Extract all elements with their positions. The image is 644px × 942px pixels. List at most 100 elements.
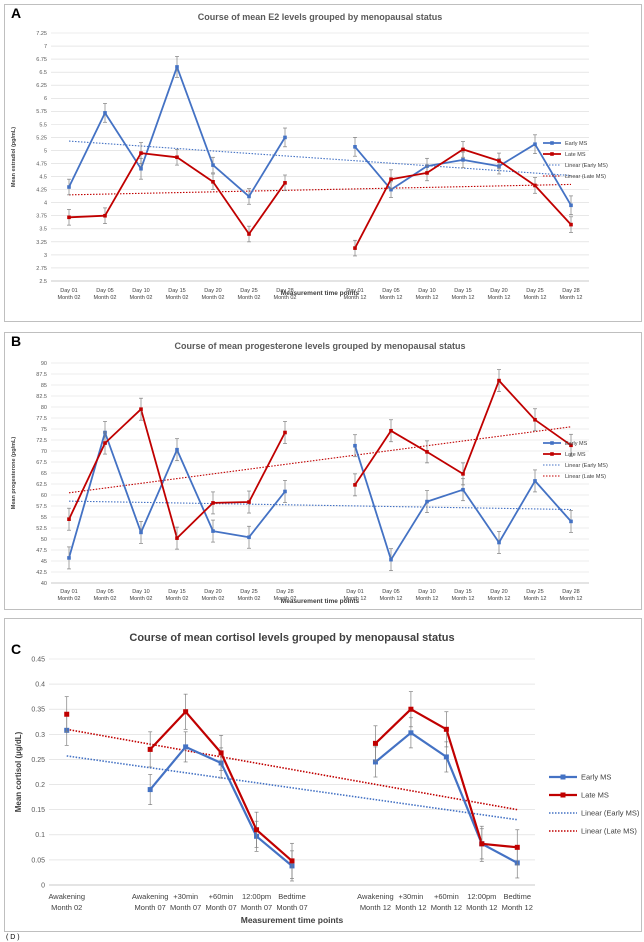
footer-fragment: ( D ) — [6, 934, 20, 941]
legend-late-ms: Late MS — [565, 452, 586, 458]
late-ms-point — [183, 709, 189, 715]
x-tick-label: Day 15 — [168, 589, 185, 595]
early-ms-point — [211, 163, 215, 167]
early-ms-point — [533, 479, 537, 483]
late-ms-point — [211, 501, 215, 505]
x-tick-label: Day 05 — [96, 589, 113, 595]
panel-c-label: C — [11, 641, 22, 657]
late-ms-point — [283, 430, 287, 435]
y-tick-label: 0.45 — [31, 656, 45, 663]
y-tick-label: 2.5 — [39, 279, 47, 285]
y-tick-label: 0.25 — [31, 757, 45, 764]
late-ms-point — [147, 746, 153, 752]
legend-late-ms: Late MS — [581, 791, 609, 800]
x-tick-label: Month 02 — [274, 295, 297, 301]
early-ms-point — [569, 519, 573, 524]
y-tick-label: 0.3 — [35, 732, 45, 739]
y-tick-label: 0 — [41, 882, 45, 889]
y-axis-title: Mean cortisol (µg/dL) — [14, 731, 23, 812]
late-ms-point — [283, 181, 287, 185]
late-ms-point — [569, 443, 573, 448]
x-tick-label: Month 07 — [205, 903, 236, 912]
x-tick-label: Month 02 — [130, 295, 153, 301]
y-axis-title: Mean progesterone (pg/mL) — [11, 437, 17, 510]
late-ms-point — [389, 428, 393, 433]
x-tick-label: Day 20 — [490, 589, 507, 595]
x-tick-label: Day 10 — [418, 589, 435, 595]
x-tick-label: Month 12 — [452, 295, 475, 301]
y-tick-label: 70 — [41, 449, 47, 455]
x-tick-label: Day 28 — [562, 589, 579, 595]
panel-c: C Course of mean cortisol levels grouped… — [4, 618, 642, 932]
x-tick-label: Day 25 — [240, 288, 257, 294]
x-tick-label: Day 20 — [490, 288, 507, 294]
late-ms-point — [443, 726, 449, 732]
late-ms-point — [254, 827, 260, 833]
early-ms-point — [247, 535, 251, 540]
chart-title: Course of mean progesterone levels group… — [174, 341, 465, 351]
x-tick-label: Day 15 — [168, 288, 185, 294]
x-tick-label: Day 25 — [240, 589, 257, 595]
late-ms-point — [103, 213, 107, 218]
x-axis-title: Measurement time points — [281, 598, 360, 605]
y-tick-label: 2.75 — [36, 266, 47, 272]
e2-chart: Course of mean E2 levels grouped by meno… — [11, 12, 608, 301]
x-tick-label: Month 12 — [416, 596, 439, 602]
late-ms-point — [533, 417, 537, 422]
x-axis-title: Measurement time points — [241, 915, 344, 925]
y-tick-label: 62.5 — [36, 482, 47, 488]
x-tick-label: Month 12 — [344, 596, 367, 602]
late-ms-point — [67, 215, 71, 220]
y-tick-label: 0.15 — [31, 807, 45, 814]
y-tick-label: 4 — [44, 201, 47, 207]
y-tick-label: 85 — [41, 383, 47, 389]
x-tick-label: Awakening — [357, 892, 394, 901]
late-ms-point — [247, 500, 251, 504]
y-tick-label: 3.75 — [36, 214, 47, 220]
early-ms-point — [497, 540, 501, 545]
x-tick-label: Day 01 — [346, 589, 363, 595]
y-tick-label: 3 — [44, 253, 47, 259]
x-tick-label: Month 02 — [166, 295, 189, 301]
late-ms-point — [103, 441, 107, 445]
early-ms-point — [175, 65, 179, 69]
late-ms-point — [218, 750, 224, 756]
x-tick-label: Month 12 — [380, 295, 403, 301]
legend-linear-late-ms: Linear (Late MS) — [565, 474, 606, 480]
late-ms-line — [68, 408, 286, 540]
late-ms-point — [372, 740, 378, 746]
legend-late-ms: Late MS — [565, 152, 586, 158]
y-tick-label: 65 — [41, 471, 47, 477]
x-axis-title: Measurement time points — [281, 290, 360, 297]
legend-linear-early-ms: Linear (Early MS) — [565, 463, 608, 469]
legend-early-ms: Early MS — [581, 773, 611, 782]
y-tick-label: 90 — [41, 361, 47, 367]
chart-title: Course of mean E2 levels grouped by meno… — [198, 12, 443, 22]
x-tick-label: 12:00pm — [242, 892, 271, 901]
y-tick-label: 87.5 — [36, 372, 47, 378]
x-tick-label: Month 02 — [58, 596, 81, 602]
x-tick-label: Day 10 — [418, 288, 435, 294]
late-ms-point — [353, 483, 357, 487]
y-tick-label: 3.5 — [39, 227, 47, 233]
trendline-early — [66, 755, 518, 821]
x-tick-label: Month 02 — [166, 596, 189, 602]
legend-late-ms-marker — [560, 792, 566, 798]
x-tick-label: Month 07 — [276, 903, 307, 912]
early-ms-point — [67, 556, 71, 560]
early-ms-point — [425, 499, 429, 504]
early-ms-point — [283, 489, 287, 494]
x-tick-label: Month 02 — [94, 295, 117, 301]
x-tick-label: Month 12 — [466, 903, 497, 912]
x-tick-label: Month 12 — [344, 295, 367, 301]
panel-b-label: B — [11, 333, 22, 349]
x-tick-label: Month 02 — [238, 596, 261, 602]
y-tick-label: 4.5 — [39, 175, 47, 181]
early-ms-point — [103, 111, 107, 115]
late-ms-point — [569, 222, 573, 227]
y-tick-label: 6.25 — [36, 83, 47, 89]
early-ms-point — [461, 487, 465, 492]
y-tick-label: 0.1 — [35, 832, 45, 839]
x-tick-label: Month 02 — [130, 596, 153, 602]
early-ms-point — [67, 185, 71, 189]
